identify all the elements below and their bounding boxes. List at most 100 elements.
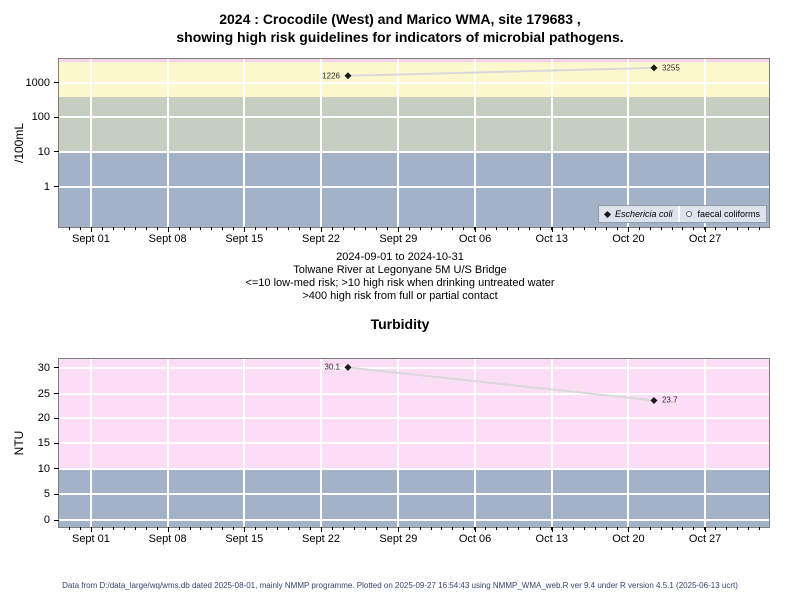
x-axis-tick-label: Sept 15 bbox=[225, 533, 264, 545]
subtitle-site-name: Tolwane River at Legonyane 5M U/S Bridge bbox=[293, 264, 507, 276]
y-axis-tick bbox=[54, 468, 59, 470]
x-axis-minor-tick bbox=[704, 527, 706, 530]
x-axis-minor-tick bbox=[112, 227, 114, 230]
x-axis-minor-tick bbox=[540, 227, 542, 230]
legend-item-faecal-coliforms: faecal coliforms bbox=[678, 206, 766, 222]
x-axis-minor-tick bbox=[561, 527, 563, 530]
x-axis-minor-tick bbox=[463, 227, 465, 230]
x-axis-minor-tick bbox=[594, 227, 596, 230]
x-axis-minor-tick bbox=[408, 227, 410, 230]
x-axis-minor-tick bbox=[145, 527, 147, 530]
x-axis-tick-label: Oct 27 bbox=[688, 533, 722, 545]
x-axis-minor-tick bbox=[178, 227, 180, 230]
y-axis-tick bbox=[54, 493, 59, 495]
y-axis-tick bbox=[54, 519, 59, 521]
x-axis-minor-tick bbox=[222, 227, 224, 230]
x-axis-minor-tick bbox=[288, 527, 290, 530]
subtitle-guideline-contact: >400 high risk from full or partial cont… bbox=[302, 290, 498, 302]
x-axis-minor-tick bbox=[69, 527, 71, 530]
x-axis-minor-tick bbox=[134, 227, 136, 230]
x-axis-minor-tick bbox=[671, 527, 673, 530]
x-axis-minor-tick bbox=[233, 227, 235, 230]
x-axis-minor-tick bbox=[660, 527, 662, 530]
x-axis-minor-tick bbox=[616, 527, 618, 530]
x-axis-minor-tick bbox=[310, 527, 312, 530]
x-axis-minor-tick bbox=[145, 227, 147, 230]
data-point-marker bbox=[650, 64, 658, 72]
x-axis-major-tick bbox=[320, 527, 322, 532]
x-axis-minor-tick bbox=[583, 527, 585, 530]
y-axis-tick bbox=[54, 151, 59, 153]
x-axis-minor-tick bbox=[288, 227, 290, 230]
x-axis-minor-tick bbox=[79, 527, 81, 530]
x-axis-minor-tick bbox=[452, 527, 454, 530]
main-title-line1: 2024 : Crocodile (West) and Marico WMA, … bbox=[219, 11, 581, 27]
x-axis-tick-label: Oct 06 bbox=[458, 533, 492, 545]
x-axis-minor-tick bbox=[419, 227, 421, 230]
x-axis-minor-tick bbox=[397, 527, 399, 530]
x-axis-minor-tick bbox=[452, 227, 454, 230]
x-axis-minor-tick bbox=[419, 527, 421, 530]
data-point-label: 1226 bbox=[322, 71, 340, 81]
y-axis-tick-label: 1000 bbox=[25, 76, 50, 89]
x-axis-tick-label: Oct 27 bbox=[688, 233, 722, 245]
x-axis-major-tick bbox=[167, 527, 169, 532]
x-axis-major-tick bbox=[705, 227, 707, 232]
x-axis-minor-tick bbox=[649, 227, 651, 230]
x-axis-minor-tick bbox=[375, 227, 377, 230]
main-title: 2024 : Crocodile (West) and Marico WMA, … bbox=[0, 10, 800, 46]
x-axis-major-tick bbox=[475, 227, 477, 232]
x-axis-minor-tick bbox=[134, 527, 136, 530]
x-axis-minor-tick bbox=[529, 227, 531, 230]
main-title-line2: showing high risk guidelines for indicat… bbox=[176, 29, 624, 45]
turbidity-y-axis-title: NTU bbox=[12, 430, 26, 456]
x-axis-minor-tick bbox=[616, 227, 618, 230]
horizontal-gridline bbox=[59, 366, 769, 369]
x-axis-minor-tick bbox=[189, 227, 191, 230]
horizontal-gridline bbox=[59, 417, 769, 420]
turbidity-chart-title: Turbidity bbox=[370, 316, 430, 332]
x-axis-major-tick bbox=[705, 527, 707, 532]
x-axis-tick-label: Sept 22 bbox=[302, 233, 340, 245]
data-point-marker bbox=[344, 363, 352, 371]
y-axis-tick bbox=[54, 367, 59, 369]
x-axis-tick-label: Sept 29 bbox=[379, 233, 418, 245]
x-axis-minor-tick bbox=[200, 527, 202, 530]
x-axis-major-tick bbox=[167, 227, 169, 232]
x-axis-minor-tick bbox=[474, 527, 476, 530]
data-series-svg bbox=[344, 363, 658, 404]
x-axis-minor-tick bbox=[364, 227, 366, 230]
x-axis-major-tick bbox=[551, 527, 553, 532]
x-axis-minor-tick bbox=[353, 527, 355, 530]
x-axis-minor-tick bbox=[671, 227, 673, 230]
diamond-icon bbox=[603, 210, 611, 218]
y-axis-tick-label: 20 bbox=[37, 412, 50, 425]
horizontal-gridline bbox=[59, 467, 769, 470]
x-axis-major-tick bbox=[551, 227, 553, 232]
legend-item-label: Eschericia coli bbox=[614, 209, 673, 219]
y-axis-tick bbox=[54, 116, 59, 118]
x-axis-minor-tick bbox=[386, 227, 388, 230]
x-axis-major-tick bbox=[628, 227, 630, 232]
x-axis-minor-tick bbox=[496, 527, 498, 530]
x-axis-minor-tick bbox=[726, 227, 728, 230]
x-axis-minor-tick bbox=[561, 227, 563, 230]
subtitle-guideline-drinking: <=10 low-med risk; >10 high risk when dr… bbox=[245, 277, 555, 289]
band-high-risk-drinking-10-400 bbox=[59, 96, 769, 152]
x-axis-minor-tick bbox=[112, 527, 114, 530]
x-axis-minor-tick bbox=[342, 227, 344, 230]
x-axis-minor-tick bbox=[463, 527, 465, 530]
band-very-high-pink bbox=[59, 59, 769, 63]
x-axis-minor-tick bbox=[605, 227, 607, 230]
horizontal-gridline bbox=[59, 150, 769, 153]
x-axis-minor-tick bbox=[704, 227, 706, 230]
subtitle-date-range: 2024-09-01 to 2024-10-31 bbox=[336, 251, 464, 263]
x-axis-minor-tick bbox=[211, 527, 213, 530]
y-axis-tick-label: 15 bbox=[37, 437, 50, 449]
x-axis-minor-tick bbox=[189, 527, 191, 530]
x-axis-minor-tick bbox=[101, 527, 103, 530]
microbial-chart-plot-area: /100mL 1000 100 10 1 Sept 01 Sept 08 Sept 15 Se… bbox=[12, 58, 770, 245]
y-axis-tick-label: 10 bbox=[37, 462, 50, 475]
x-axis-minor-tick bbox=[310, 227, 312, 230]
x-axis-minor-tick bbox=[331, 527, 333, 530]
